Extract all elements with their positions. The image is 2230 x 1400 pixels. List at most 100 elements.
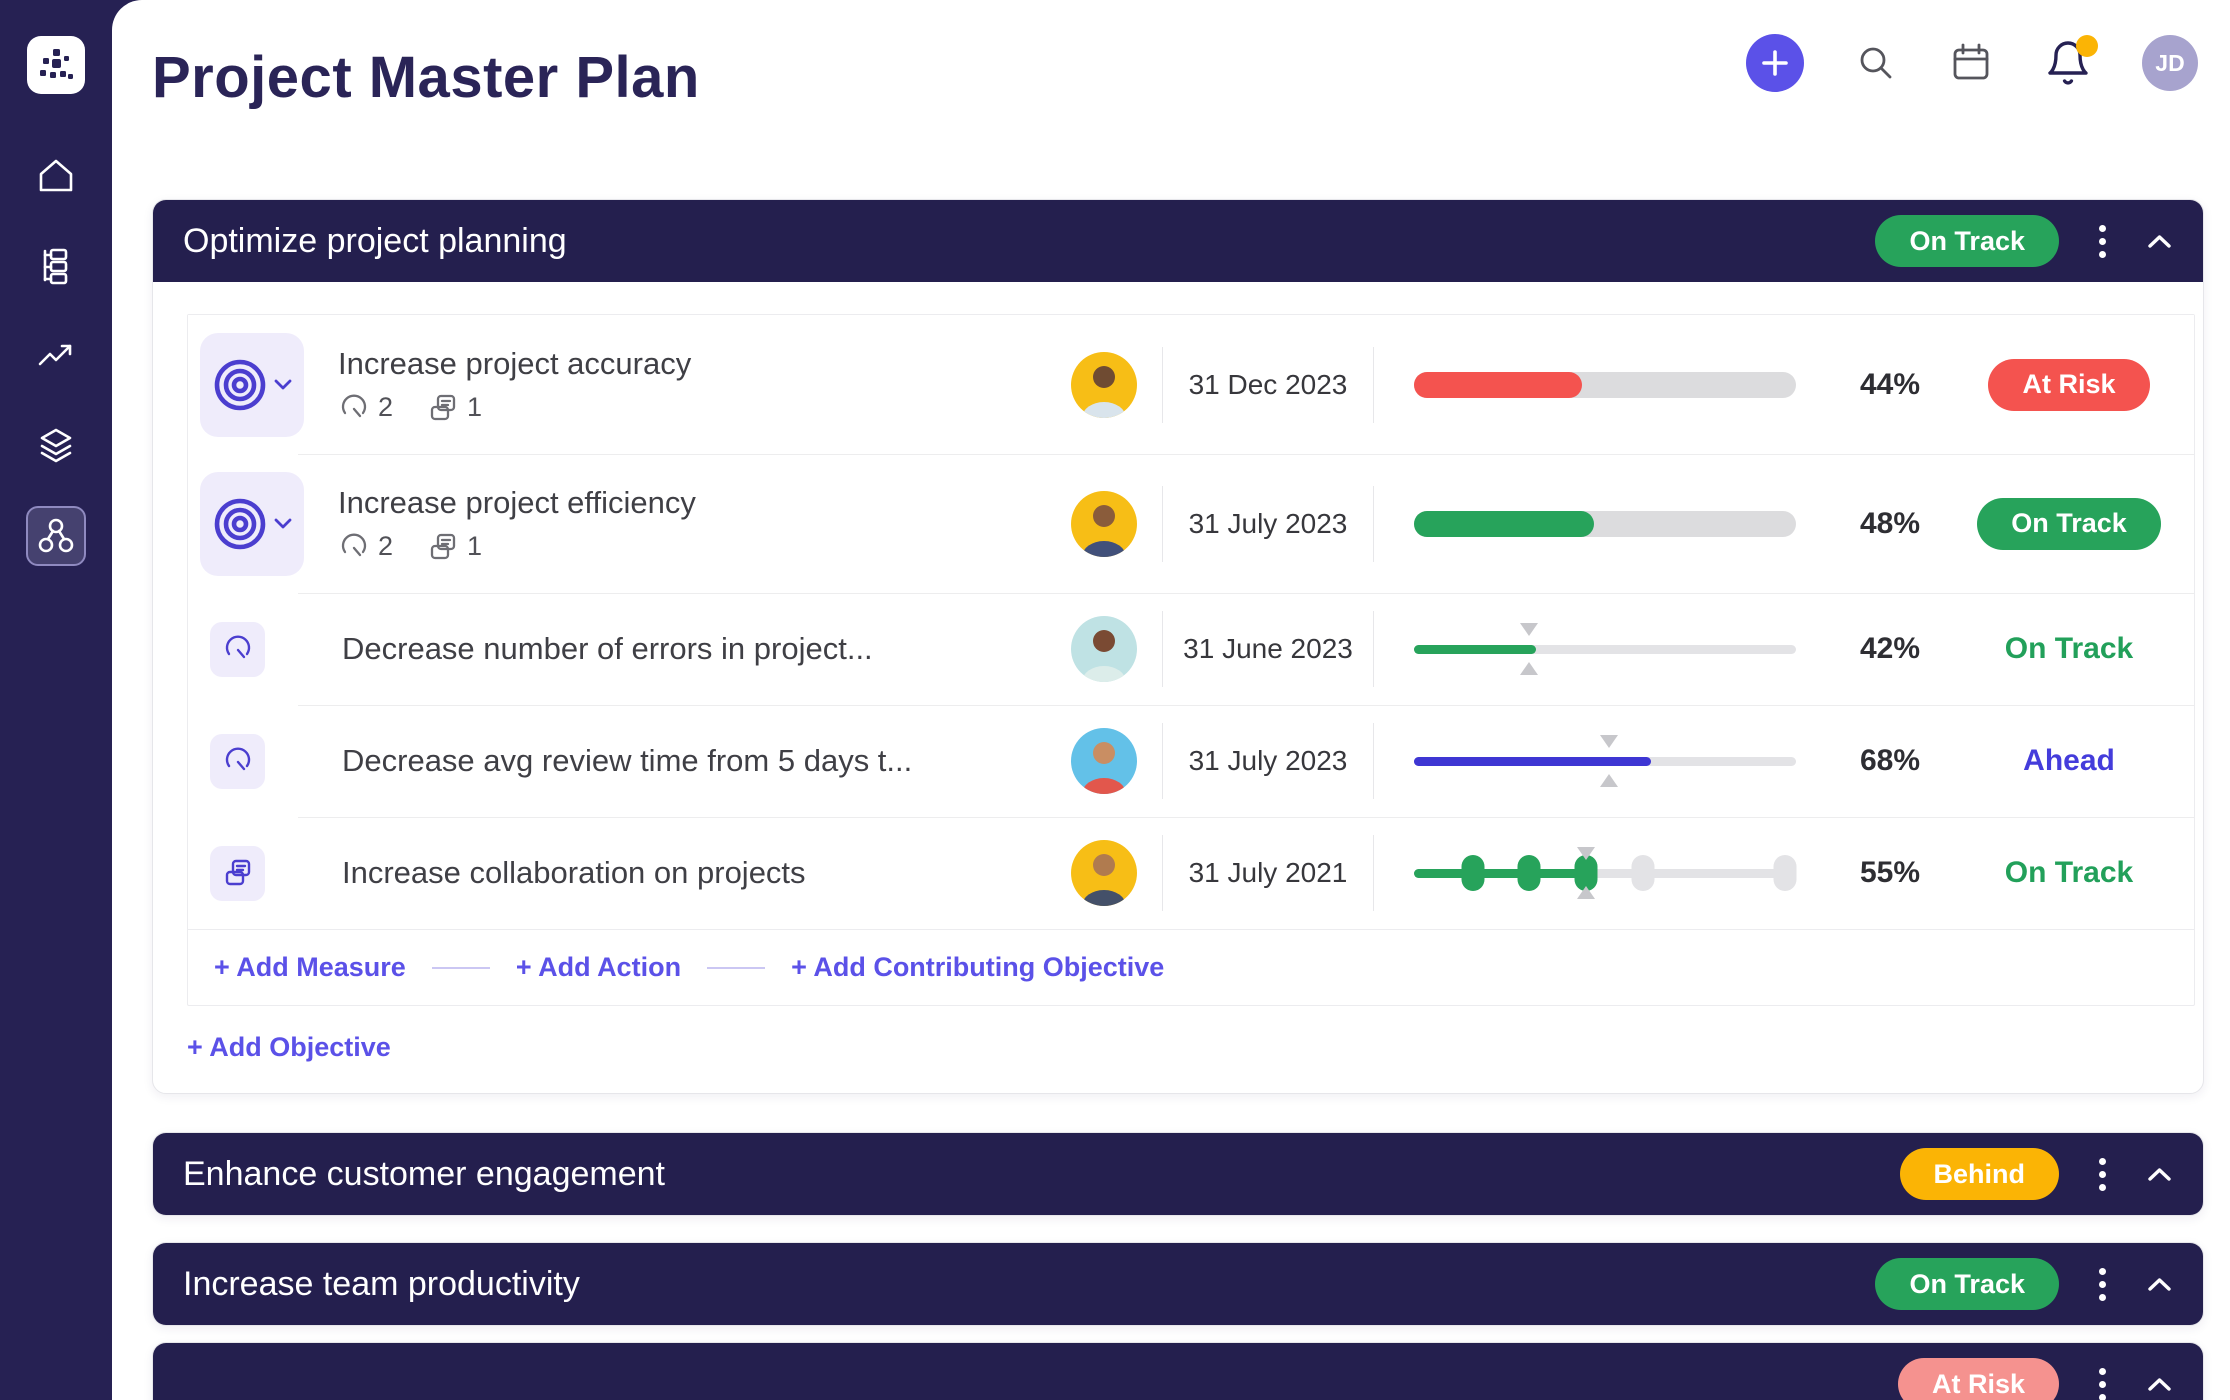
objective-card-header[interactable]: Enhance customer engagement Behind [153, 1133, 2203, 1215]
documents-icon [430, 394, 456, 420]
calendar-icon [1953, 43, 1989, 80]
progress-percent: 42% [1859, 632, 1921, 665]
milestone-progress-bar [1374, 855, 1836, 891]
table-row: Decrease number of errors in project... … [188, 593, 2194, 705]
measure-tile[interactable] [210, 621, 265, 677]
gauge-icon [341, 394, 367, 417]
collapse-button[interactable] [2146, 1276, 2173, 1293]
page-title: Project Master Plan [152, 45, 700, 110]
bell-icon [2048, 41, 2088, 85]
home-icon [39, 159, 73, 192]
objective-card-header[interactable]: Increase team productivity On Track [153, 1243, 2203, 1325]
collapse-button[interactable] [2146, 1376, 2173, 1393]
progress-bar [1374, 756, 1836, 766]
measures-badge: 2 [338, 531, 393, 563]
objective-expand-tile[interactable] [200, 332, 304, 437]
kebab-menu[interactable] [2095, 1364, 2110, 1400]
gauge-icon [341, 533, 367, 556]
sidebar-item-org-chart[interactable] [26, 506, 86, 566]
table-row: Increase project efficiency 2 [188, 454, 2194, 593]
collapse-button[interactable] [2146, 1166, 2173, 1183]
chevron-down-icon [274, 518, 292, 528]
collapse-button[interactable] [2146, 233, 2173, 250]
search-button[interactable] [1854, 41, 1898, 85]
gauge-icon [225, 747, 250, 771]
user-avatar[interactable]: JD [2142, 35, 2198, 91]
status-badge: At Risk [1897, 1358, 2059, 1400]
row-title: Increase project efficiency [338, 484, 696, 520]
status-badge: At Risk [1988, 358, 2150, 411]
due-date: 31 Dec 2023 [1162, 315, 1374, 454]
table-row: Increase collaboration on projects 31 Ju… [188, 817, 2194, 929]
documents-icon [225, 859, 250, 886]
row-title: Increase collaboration on projects [342, 855, 806, 890]
rows-panel: Increase project accuracy 2 [187, 314, 2195, 1006]
action-tile[interactable] [210, 845, 265, 901]
milestone-dot [1517, 855, 1541, 891]
chevron-down-icon [274, 379, 292, 389]
org-chart-icon [38, 518, 74, 553]
actions-badge: 1 [427, 392, 482, 424]
progress-percent: 44% [1859, 367, 1921, 401]
app-logo[interactable] [27, 36, 85, 94]
progress-percent: 55% [1859, 856, 1921, 889]
progress-bar [1374, 371, 1836, 398]
row-title: Increase project accuracy [338, 345, 692, 381]
kebab-menu[interactable] [2095, 1154, 2110, 1195]
due-date: 31 July 2021 [1162, 817, 1374, 929]
avatar [1071, 351, 1137, 418]
avatar [1071, 840, 1137, 906]
row-title: Decrease number of errors in project... [342, 631, 873, 666]
status-text: On Track [2004, 856, 2134, 889]
avatar [1071, 490, 1137, 557]
progress-percent: 68% [1859, 744, 1921, 777]
measures-badge: 2 [338, 392, 393, 424]
chevron-up-icon [2148, 1167, 2171, 1181]
progress-bar [1374, 510, 1836, 537]
table-row: Decrease avg review time from 5 days t..… [188, 705, 2194, 817]
chevron-up-icon [2148, 1377, 2171, 1391]
topbar: JD [1746, 34, 2198, 92]
add-objective-link[interactable]: + Add Objective [187, 1032, 391, 1062]
sidebar-item-home[interactable] [26, 146, 86, 206]
search-icon [1860, 47, 1892, 79]
action-count: 1 [467, 392, 483, 422]
objective-title: Enhance customer engagement [183, 1154, 665, 1193]
calendar-button[interactable] [1948, 40, 1994, 86]
objective-card: Enhance customer engagement Behind [152, 1132, 2204, 1216]
add-measure-link[interactable]: + Add Measure [214, 952, 406, 982]
logo-dots-icon [40, 49, 73, 79]
sidebar-item-trends[interactable] [26, 326, 86, 386]
gauge-icon [225, 635, 250, 659]
objective-card-header[interactable]: Optimize project planning On Track [153, 200, 2203, 282]
plus-icon [1762, 50, 1788, 76]
documents-icon [430, 533, 456, 559]
kebab-menu[interactable] [2095, 221, 2110, 262]
hierarchy-icon [43, 248, 68, 285]
action-count: 1 [467, 531, 483, 561]
kebab-menu[interactable] [2095, 1264, 2110, 1305]
add-action-link[interactable]: + Add Action [515, 952, 682, 982]
due-date: 31 July 2023 [1162, 454, 1374, 593]
measure-count: 2 [378, 392, 394, 422]
status-badge: On Track [1875, 1258, 2059, 1310]
sidebar-item-hierarchy[interactable] [26, 236, 86, 296]
measure-tile[interactable] [210, 733, 265, 789]
table-row: Increase project accuracy 2 [188, 315, 2194, 454]
progress-bar [1374, 644, 1836, 654]
bullseye-icon [214, 359, 266, 410]
link-connector [431, 966, 490, 969]
add-contributing-objective-link[interactable]: + Add Contributing Objective [791, 952, 1165, 982]
create-button[interactable] [1746, 34, 1804, 92]
status-text: Ahead [2023, 744, 2115, 777]
objective-expand-tile[interactable] [200, 471, 304, 576]
objective-card-header[interactable]: At Risk [153, 1343, 2203, 1400]
status-text: On Track [2004, 632, 2134, 665]
progress-percent: 48% [1859, 506, 1921, 540]
notifications-button[interactable] [2044, 35, 2098, 87]
measure-count: 2 [378, 531, 394, 561]
objective-card: At Risk [152, 1342, 2204, 1400]
sidebar-item-layers[interactable] [26, 416, 86, 476]
status-badge: On Track [1977, 497, 2161, 550]
bullseye-icon [214, 498, 266, 549]
